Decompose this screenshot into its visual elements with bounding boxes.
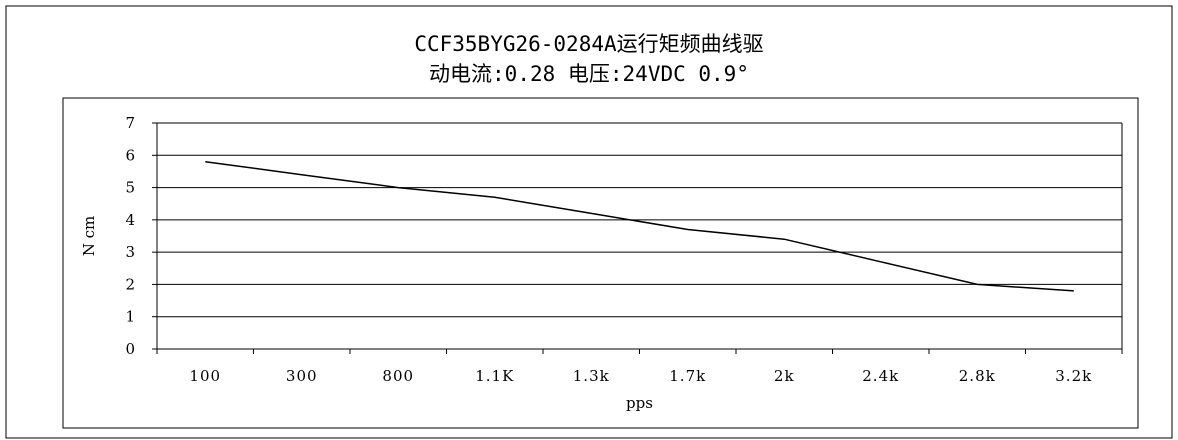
x-tick-label: 800: [382, 367, 414, 385]
y-axis-title: N cm: [80, 216, 98, 257]
y-tick-label: 0: [125, 340, 135, 358]
chart-subtitle: 动电流:0.28 电压:24VDC 0.9°: [429, 62, 749, 86]
x-axis-title: pps: [626, 394, 653, 412]
x-tick-label: 1.7k: [669, 367, 706, 385]
x-tick-label: 1.1K: [475, 367, 514, 385]
y-tick-label: 5: [125, 179, 135, 197]
x-tick-label: 2.4k: [862, 367, 899, 385]
x-tick-label: 2k: [774, 367, 795, 385]
series-line: [205, 160, 1074, 292]
x-tick-label: 3.2k: [1055, 367, 1092, 385]
x-tick-label: 100: [189, 367, 221, 385]
chart-title: CCF35BYG26-0284A运行矩频曲线驱: [414, 32, 764, 56]
y-tick-label: 6: [125, 146, 135, 164]
y-tick-label: 7: [125, 114, 135, 132]
x-tick-label: 2.8k: [959, 367, 996, 385]
x-tick-label: 1.3k: [573, 367, 610, 385]
y-tick-label: 4: [125, 211, 135, 229]
y-tick-label: 3: [125, 243, 135, 261]
chart-plot-frame: [62, 97, 1139, 429]
y-tick-label: 1: [125, 308, 135, 326]
x-tick-label: 300: [286, 367, 318, 385]
chart-outer-frame: [5, 5, 1173, 439]
y-tick-label: 2: [125, 275, 135, 293]
